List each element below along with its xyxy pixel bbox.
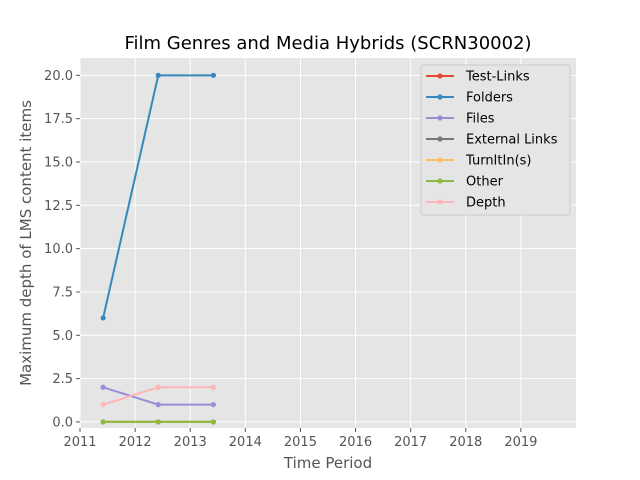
y-tick-label: 5.0 <box>52 329 73 344</box>
x-tick-label: 2015 <box>284 435 317 450</box>
y-tick-label: 0.0 <box>52 415 73 430</box>
legend-entry-files: Files <box>426 112 495 127</box>
legend-swatch-marker <box>437 115 443 121</box>
data-point-folders <box>210 72 216 78</box>
y-tick-label: 2.5 <box>52 372 73 387</box>
legend-label: Folders <box>466 91 513 106</box>
data-point-files <box>155 402 161 408</box>
data-point-files <box>100 384 106 390</box>
data-point-depth <box>155 384 161 390</box>
legend-entry-depth: Depth <box>426 196 506 211</box>
y-tick-label: 10.0 <box>44 242 73 257</box>
y-axis-ticks: 0.0 2.5 5.0 7.5 10.0 12.5 15.0 17.5 20.0 <box>44 69 80 430</box>
legend-swatch-marker <box>437 94 443 100</box>
series-other <box>100 419 216 425</box>
x-tick-label: 2019 <box>504 435 537 450</box>
x-axis-label: Time Period <box>283 454 372 472</box>
legend-entry-external-links: External Links <box>426 133 558 148</box>
y-axis-label: Maximum depth of LMS content items <box>17 100 35 386</box>
series-folders <box>100 72 216 321</box>
legend-swatch-marker <box>437 199 443 205</box>
x-axis-ticks: 2011 2012 2013 2014 2015 2016 2017 2018 2019 <box>63 428 537 450</box>
legend-label: Files <box>466 112 495 127</box>
y-tick-label: 20.0 <box>44 69 73 84</box>
x-tick-label: 2017 <box>394 435 427 450</box>
data-point-depth <box>210 384 216 390</box>
series-depth <box>100 384 216 408</box>
legend-label: External Links <box>466 133 558 148</box>
legend-swatch-marker <box>437 136 443 142</box>
y-tick-label: 12.5 <box>44 199 73 214</box>
legend-swatch-marker <box>437 157 443 163</box>
x-tick-label: 2011 <box>63 435 96 450</box>
y-tick-label: 7.5 <box>52 285 73 300</box>
legend-swatch-marker <box>437 178 443 184</box>
x-tick-label: 2016 <box>339 435 372 450</box>
series-files <box>100 384 216 408</box>
data-point-folders <box>100 315 106 321</box>
data-point-other <box>100 419 106 425</box>
legend-entry-other: Other <box>426 175 504 190</box>
y-tick-label: 15.0 <box>44 155 73 170</box>
data-point-other <box>155 419 161 425</box>
data-point-depth <box>100 402 106 408</box>
data-point-other <box>210 419 216 425</box>
data-point-files <box>210 402 216 408</box>
legend-label: TurnItIn(s) <box>465 154 531 169</box>
x-tick-label: 2014 <box>229 435 262 450</box>
legend-label: Test-Links <box>465 70 530 85</box>
series-layer <box>100 72 216 425</box>
data-point-folders <box>155 72 161 78</box>
legend-entry-folders: Folders <box>426 91 513 106</box>
x-tick-label: 2013 <box>174 435 207 450</box>
legend-entry-turnitin-s: TurnItIn(s) <box>426 154 531 169</box>
x-tick-label: 2012 <box>119 435 152 450</box>
legend-swatch-marker <box>437 73 443 79</box>
legend: Test-Links Folders Files External Links Turn… <box>420 64 571 216</box>
legend-box <box>420 64 571 216</box>
legend-label: Other <box>466 175 504 190</box>
chart-title: Film Genres and Media Hybrids (SCRN30002… <box>124 33 531 54</box>
x-tick-label: 2018 <box>449 435 482 450</box>
legend-label: Depth <box>466 196 506 211</box>
legend-entry-test-links: Test-Links <box>426 70 530 85</box>
y-tick-label: 17.5 <box>44 112 73 127</box>
